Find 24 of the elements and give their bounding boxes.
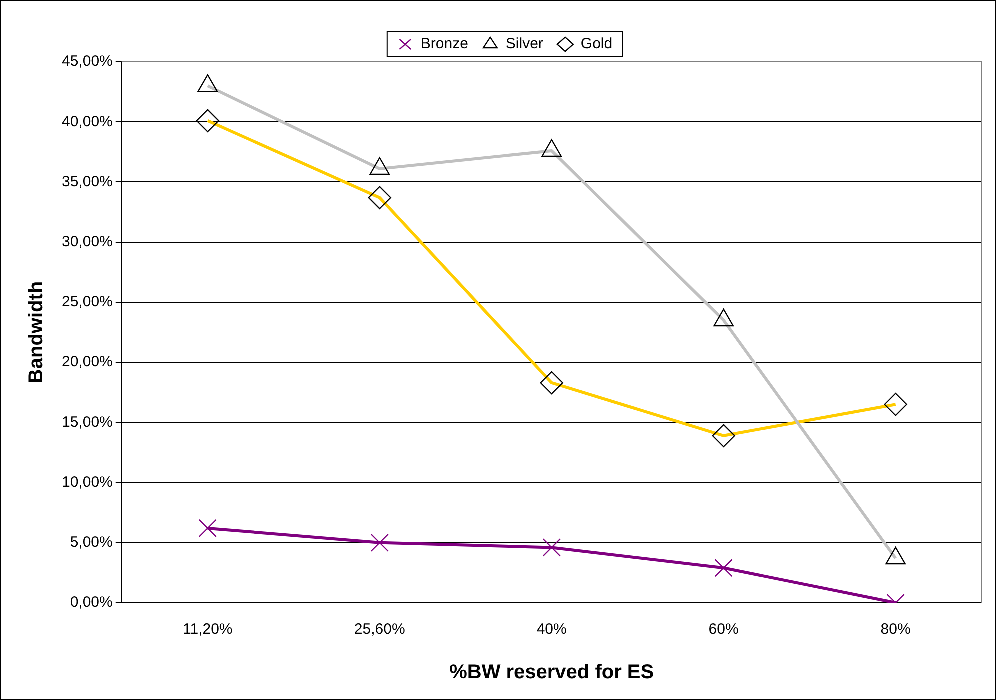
y-tick-label: 0,00%: [70, 594, 113, 612]
y-axis-title: Bandwidth: [26, 281, 48, 384]
y-tick-label: 10,00%: [62, 474, 113, 491]
legend-label: Silver: [506, 36, 544, 53]
y-tick-label: 40,00%: [62, 113, 113, 130]
x-tick-label: 25,60%: [354, 621, 406, 638]
x-tick-label: 60%: [708, 621, 739, 638]
y-tick-label: 30,00%: [62, 233, 113, 250]
legend-label: Gold: [580, 36, 613, 53]
x-tick-label: 80%: [880, 621, 911, 638]
y-tick-label: 20,00%: [62, 354, 113, 371]
point: [542, 538, 561, 557]
y-tick-label: 5,00%: [70, 534, 113, 552]
x-tick-label: 11,20%: [182, 621, 233, 638]
y-tick-label: 35,00%: [62, 173, 113, 190]
legend-label: Bronze: [420, 36, 468, 53]
x-tick-label: 40%: [536, 621, 567, 638]
x-axis-title: %BW reserved for ES: [450, 662, 654, 684]
y-tick-label: 45,00%: [62, 53, 113, 70]
point: [714, 559, 733, 578]
y-tick-label: 25,00%: [62, 294, 113, 311]
point: [370, 534, 389, 552]
y-tick-label: 15,00%: [62, 414, 113, 431]
point: [198, 519, 217, 538]
